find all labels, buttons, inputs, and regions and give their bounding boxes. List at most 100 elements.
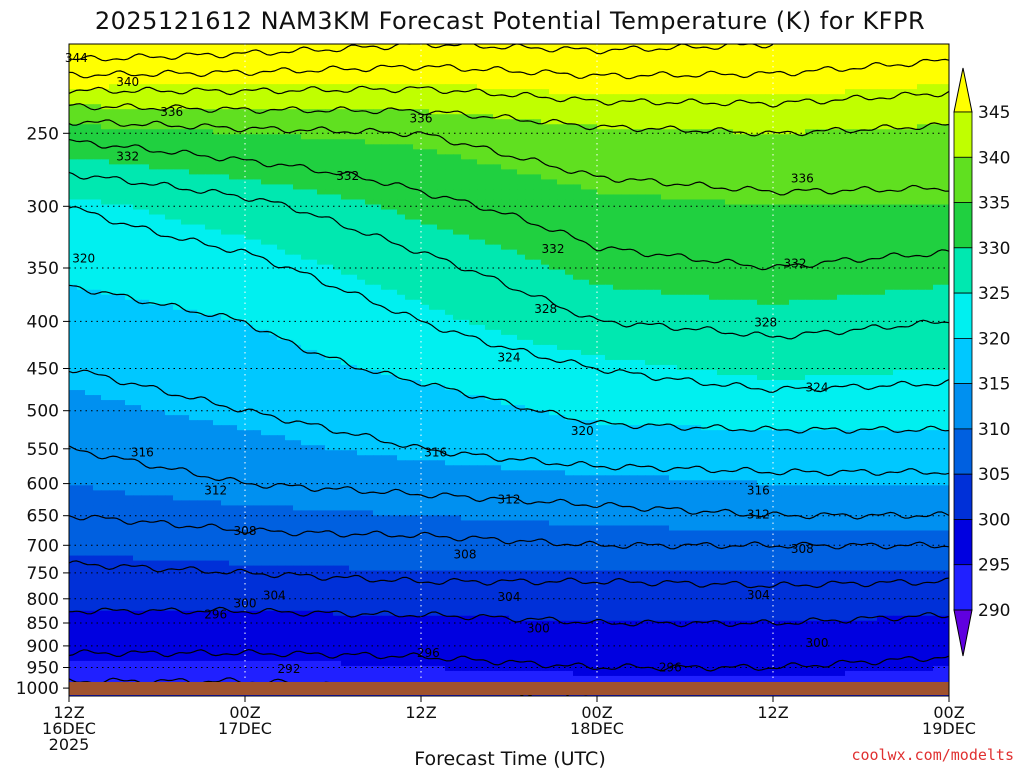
field-cell xyxy=(629,229,638,236)
field-cell xyxy=(877,174,886,181)
field-cell xyxy=(533,234,542,241)
field-cell xyxy=(765,214,774,221)
field-cell xyxy=(549,259,558,266)
field-cell xyxy=(621,109,630,115)
field-cell xyxy=(253,89,262,95)
field-cell xyxy=(69,44,78,50)
field-cell xyxy=(789,209,798,216)
field-cell xyxy=(589,134,598,140)
field-cell xyxy=(165,174,174,181)
field-cell xyxy=(261,209,270,216)
field-cell xyxy=(565,174,574,181)
field-cell xyxy=(165,249,174,256)
field-cell xyxy=(885,209,894,216)
field-cell xyxy=(773,209,782,216)
field-cell xyxy=(813,209,822,216)
field-cell xyxy=(861,104,870,110)
field-cell xyxy=(269,234,278,241)
field-cell xyxy=(805,224,814,231)
field-cell xyxy=(333,54,342,60)
field-cell xyxy=(805,89,814,95)
field-cell xyxy=(525,64,534,70)
field-cell xyxy=(213,94,222,100)
field-cell xyxy=(773,239,782,246)
field-cell xyxy=(301,94,310,100)
field-cell xyxy=(285,124,294,130)
field-cell xyxy=(77,149,86,155)
field-cell xyxy=(477,164,486,170)
field-cell xyxy=(693,64,702,70)
field-cell xyxy=(717,59,726,65)
field-cell xyxy=(157,159,166,165)
field-cell xyxy=(245,124,254,130)
field-cell xyxy=(773,99,782,105)
field-cell xyxy=(469,99,478,105)
field-cell xyxy=(509,89,518,95)
field-cell xyxy=(301,119,310,125)
field-cell xyxy=(317,89,326,95)
field-cell xyxy=(173,254,182,261)
field-cell xyxy=(485,149,494,155)
field-cell xyxy=(901,124,910,130)
field-cell xyxy=(109,164,118,170)
field-cell xyxy=(549,74,558,80)
field-cell xyxy=(877,179,886,186)
field-cell xyxy=(133,194,142,201)
field-cell xyxy=(573,174,582,181)
field-cell xyxy=(709,49,718,55)
field-cell xyxy=(557,64,566,70)
field-cell xyxy=(389,79,398,85)
field-cell xyxy=(181,74,190,80)
field-cell xyxy=(549,44,558,50)
field-cell xyxy=(733,249,742,256)
field-cell xyxy=(149,169,158,175)
field-cell xyxy=(789,264,798,271)
field-cell xyxy=(381,259,390,266)
field-cell xyxy=(589,79,598,85)
field-cell xyxy=(525,164,534,170)
field-cell xyxy=(357,89,366,95)
field-cell xyxy=(813,119,822,125)
field-cell xyxy=(157,204,166,211)
field-cell xyxy=(581,149,590,155)
field-cell xyxy=(501,164,510,170)
field-cell xyxy=(133,79,142,85)
field-cell xyxy=(589,104,598,110)
field-cell xyxy=(421,74,430,80)
field-cell xyxy=(333,134,342,140)
field-cell xyxy=(325,179,334,186)
field-cell xyxy=(277,64,286,70)
field-cell xyxy=(181,94,190,100)
field-cell xyxy=(181,119,190,125)
field-cell xyxy=(381,169,390,175)
field-cell xyxy=(253,134,262,140)
field-cell xyxy=(125,164,134,170)
field-cell xyxy=(845,104,854,110)
field-cell xyxy=(869,144,878,150)
field-cell xyxy=(525,69,534,75)
field-cell xyxy=(917,109,926,115)
field-cell xyxy=(789,234,798,241)
field-cell xyxy=(229,174,238,181)
field-cell xyxy=(629,224,638,231)
field-cell xyxy=(541,194,550,201)
field-cell xyxy=(485,124,494,130)
field-cell xyxy=(173,104,182,110)
field-cell xyxy=(909,119,918,125)
field-cell xyxy=(589,234,598,241)
field-cell xyxy=(461,214,470,221)
field-cell xyxy=(765,189,774,196)
field-cell xyxy=(245,254,254,261)
field-cell xyxy=(325,159,334,165)
field-cell xyxy=(861,74,870,80)
field-cell xyxy=(181,204,190,211)
field-cell xyxy=(645,104,654,110)
field-cell xyxy=(749,244,758,251)
field-cell xyxy=(325,254,334,261)
field-cell xyxy=(461,264,470,271)
field-cell xyxy=(189,229,198,236)
field-cell xyxy=(341,259,350,266)
field-cell xyxy=(637,209,646,216)
field-cell xyxy=(125,104,134,110)
field-cell xyxy=(405,174,414,181)
